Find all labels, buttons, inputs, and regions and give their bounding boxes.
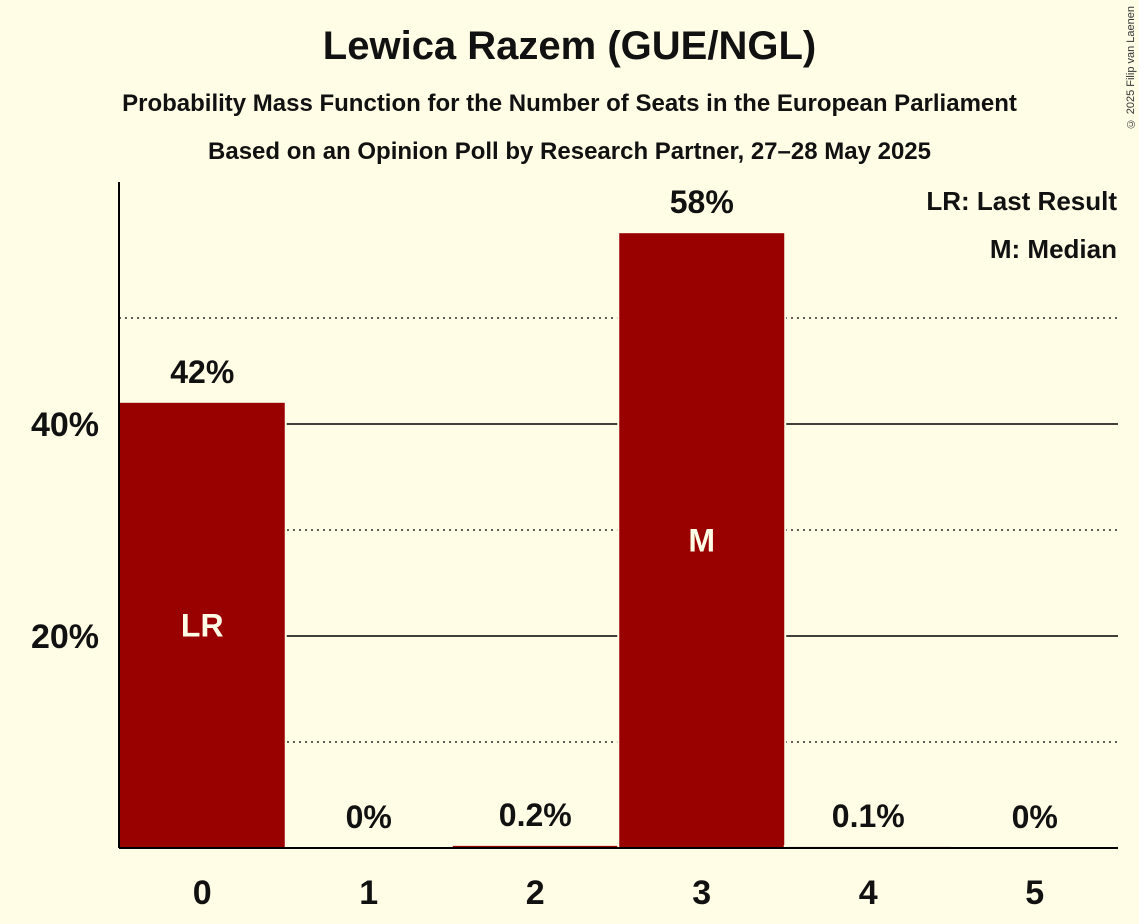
y-tick-label: 20% <box>31 618 99 656</box>
y-tick-label: 40% <box>31 406 99 444</box>
label-layer: 42% LR 0% 0.2% 58% M 0.1% 0% <box>170 184 1058 835</box>
data-label: 58% <box>670 184 734 220</box>
legend-median: M: Median <box>990 234 1117 264</box>
x-tick-label: 2 <box>526 874 545 912</box>
data-label: 0.2% <box>499 797 572 833</box>
data-label: 42% <box>170 354 234 390</box>
chart-source-line: Based on an Opinion Poll by Research Par… <box>208 138 931 165</box>
bar-3 <box>619 233 785 848</box>
x-tick-label: 1 <box>359 874 378 912</box>
x-tick-label: 3 <box>692 874 711 912</box>
bar-layer <box>117 231 1118 849</box>
data-label: 0.1% <box>832 798 905 834</box>
x-tick-label: 4 <box>859 874 878 912</box>
bar-gap <box>783 844 953 848</box>
data-label: 0% <box>1012 799 1058 835</box>
bar-2 <box>452 845 618 848</box>
legend-last-result: LR: Last Result <box>926 186 1117 216</box>
axis-layer: 20% 40% 0 1 2 3 4 5 <box>31 182 1118 912</box>
bar-marker: LR <box>181 607 224 643</box>
chart-title: Lewica Razem (GUE/NGL) <box>322 24 817 68</box>
bar-marker: M <box>688 523 715 559</box>
bar-0 <box>119 402 285 848</box>
x-tick-label: 5 <box>1025 874 1044 912</box>
chart-subtitle: Probability Mass Function for the Number… <box>122 90 1017 117</box>
x-tick-label: 0 <box>193 874 212 912</box>
data-label: 0% <box>346 799 392 835</box>
